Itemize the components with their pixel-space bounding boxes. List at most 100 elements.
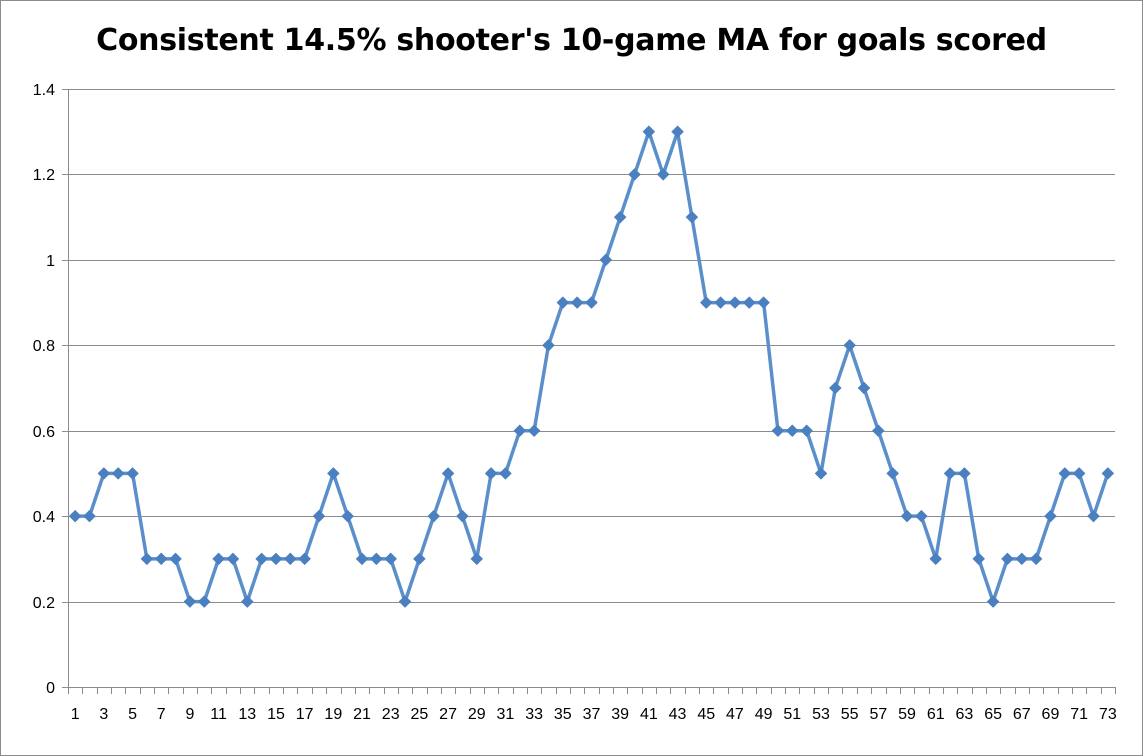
x-tick-label: 21 xyxy=(353,706,371,723)
x-tick-labels: 1 3 5 7 9 11 13 15 17 19 21 23 25 27 29 31 33 35 37 39 41 43 4… xyxy=(71,706,1117,723)
data-point-marker xyxy=(212,552,225,566)
x-tick-label: 53 xyxy=(812,706,830,723)
data-point-marker xyxy=(886,467,900,480)
y-tick-label: 1.2 xyxy=(33,167,55,184)
y-tick-label: 0.2 xyxy=(33,595,55,612)
x-tick-label: 57 xyxy=(869,706,887,723)
data-point-marker xyxy=(427,509,441,523)
x-tick-label: 47 xyxy=(726,706,744,723)
x-tick-label: 19 xyxy=(324,706,342,723)
data-point-marker xyxy=(915,509,928,523)
data-point-marker xyxy=(140,552,154,566)
data-point-marker xyxy=(785,424,799,438)
x-tick-label: 55 xyxy=(841,706,859,723)
data-point-marker xyxy=(283,552,297,566)
x-tick-label: 51 xyxy=(783,706,801,723)
data-point-marker xyxy=(355,552,369,566)
x-tick-label: 3 xyxy=(99,706,108,723)
data-point-marker xyxy=(599,253,613,267)
data-point-marker xyxy=(972,552,986,566)
x-tick-label: 5 xyxy=(128,706,137,723)
data-point-marker xyxy=(255,552,268,566)
data-point-marker xyxy=(728,296,742,309)
data-point-marker xyxy=(656,168,670,181)
data-point-marker xyxy=(757,296,770,309)
y-tick-label: 1.4 xyxy=(33,82,55,99)
data-point-marker xyxy=(1072,467,1086,480)
x-tick-label: 63 xyxy=(956,706,974,723)
data-point-marker xyxy=(183,595,197,608)
data-point-marker xyxy=(398,595,412,608)
x-tick-label: 33 xyxy=(525,706,543,723)
x-tick-label: 35 xyxy=(554,706,572,723)
data-point-marker xyxy=(312,509,326,523)
data-point-marker xyxy=(613,210,627,224)
data-point-marker xyxy=(958,467,971,480)
x-tick-label: 73 xyxy=(1099,706,1117,723)
x-tick-label: 25 xyxy=(410,706,428,723)
y-tick-label: 0.4 xyxy=(33,509,55,526)
data-point-marker xyxy=(68,509,82,523)
x-tick-label: 27 xyxy=(439,706,457,723)
data-point-marker xyxy=(1101,467,1115,480)
x-tick-label: 43 xyxy=(669,706,687,723)
chart-title: Consistent 14.5% shooter's 10-game MA fo… xyxy=(96,23,1047,58)
data-point-marker xyxy=(570,296,584,309)
data-point-marker xyxy=(370,552,383,566)
x-tick-label: 23 xyxy=(382,706,400,723)
data-point-marker xyxy=(298,552,312,566)
data-point-marker xyxy=(742,296,756,309)
data-point-marker xyxy=(269,552,283,566)
data-point-marker xyxy=(857,381,871,395)
data-point-marker xyxy=(1058,467,1072,480)
data-point-marker xyxy=(456,509,469,523)
data-point-marker xyxy=(413,552,426,566)
data-point-marker xyxy=(671,125,684,139)
data-point-marker xyxy=(642,125,656,139)
x-tick-label: 37 xyxy=(583,706,601,723)
x-tick-label: 71 xyxy=(1070,706,1088,723)
data-point-marker xyxy=(341,509,355,523)
x-tick-label: 13 xyxy=(238,706,256,723)
data-point-marker xyxy=(828,381,842,395)
data-point-marker xyxy=(97,467,111,480)
data-point-marker xyxy=(1029,552,1043,566)
data-point-marker xyxy=(197,595,211,608)
data-point-marker xyxy=(814,467,828,480)
x-tick-label: 61 xyxy=(927,706,945,723)
x-tick-label: 45 xyxy=(697,706,715,723)
data-point-marker xyxy=(441,467,455,480)
series-layer xyxy=(68,125,1115,608)
x-tick-label: 59 xyxy=(898,706,916,723)
data-point-marker xyxy=(871,424,885,438)
data-point-marker xyxy=(986,595,1000,608)
data-point-marker xyxy=(513,424,527,438)
x-tick-label: 31 xyxy=(497,706,515,723)
data-point-marker xyxy=(714,296,727,309)
data-point-marker xyxy=(326,467,340,480)
x-tick-label: 17 xyxy=(296,706,314,723)
x-tick-label: 11 xyxy=(210,706,227,723)
data-point-marker xyxy=(1044,509,1057,523)
y-tick-labels: 0 0.2 0.4 0.6 0.8 1 1.2 1.4 xyxy=(33,82,55,697)
data-point-marker xyxy=(929,552,943,566)
data-point-marker xyxy=(484,467,498,480)
data-point-marker xyxy=(384,552,398,566)
x-tick-label: 9 xyxy=(185,706,194,723)
x-tick-label: 29 xyxy=(468,706,486,723)
data-point-marker xyxy=(556,296,570,309)
x-tick-label: 41 xyxy=(640,706,658,723)
x-tick-label: 65 xyxy=(984,706,1002,723)
data-point-marker xyxy=(111,467,125,480)
data-point-marker xyxy=(800,424,813,438)
data-point-marker xyxy=(628,168,641,181)
y-tick-label: 1 xyxy=(46,253,55,270)
data-point-marker xyxy=(1001,552,1014,566)
x-tick-label: 1 xyxy=(71,706,80,723)
x-tick-label: 67 xyxy=(1013,706,1031,723)
data-point-marker xyxy=(169,552,182,566)
x-tick-label: 39 xyxy=(611,706,629,723)
y-tick-label: 0 xyxy=(46,680,55,697)
